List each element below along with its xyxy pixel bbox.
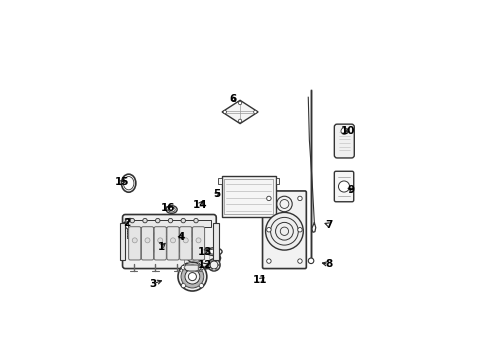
Polygon shape [183, 265, 201, 271]
Circle shape [142, 219, 147, 223]
Circle shape [297, 259, 302, 263]
FancyBboxPatch shape [141, 227, 153, 260]
Circle shape [223, 110, 226, 114]
Circle shape [177, 225, 195, 243]
Bar [128, 220, 210, 227]
FancyBboxPatch shape [128, 227, 141, 260]
FancyBboxPatch shape [192, 227, 204, 260]
Circle shape [170, 238, 175, 243]
Text: 2: 2 [122, 218, 130, 228]
Circle shape [207, 259, 220, 271]
Text: 7: 7 [325, 220, 332, 230]
Circle shape [238, 102, 241, 105]
Polygon shape [221, 176, 275, 217]
Circle shape [151, 227, 182, 257]
Bar [218, 179, 221, 184]
Circle shape [183, 231, 188, 237]
Bar [126, 229, 133, 238]
Circle shape [193, 219, 198, 223]
Circle shape [338, 181, 349, 192]
FancyBboxPatch shape [166, 227, 179, 260]
Text: 3: 3 [149, 279, 156, 289]
Circle shape [266, 259, 270, 263]
Circle shape [178, 262, 206, 291]
Circle shape [132, 238, 137, 243]
Circle shape [181, 219, 185, 223]
Polygon shape [171, 249, 220, 269]
Circle shape [181, 283, 185, 288]
Text: 16: 16 [161, 203, 175, 213]
Circle shape [297, 228, 302, 232]
Text: 1: 1 [158, 242, 164, 252]
Circle shape [238, 119, 241, 122]
Circle shape [265, 212, 303, 250]
Circle shape [161, 237, 172, 248]
Circle shape [253, 110, 257, 114]
Text: 14: 14 [192, 199, 207, 210]
Circle shape [266, 228, 270, 232]
Text: 5: 5 [213, 189, 220, 199]
Polygon shape [222, 100, 258, 123]
Circle shape [183, 238, 188, 243]
Text: 11: 11 [253, 275, 267, 285]
Circle shape [297, 196, 302, 201]
Circle shape [199, 283, 203, 288]
Bar [275, 179, 278, 184]
Text: 15: 15 [115, 177, 129, 187]
FancyBboxPatch shape [179, 227, 191, 260]
Circle shape [130, 219, 134, 223]
FancyBboxPatch shape [122, 215, 216, 269]
Text: 13: 13 [197, 247, 212, 257]
FancyBboxPatch shape [262, 191, 305, 269]
Text: 12: 12 [197, 260, 212, 270]
Circle shape [145, 238, 150, 243]
Circle shape [307, 258, 313, 264]
Circle shape [188, 273, 196, 281]
Circle shape [199, 265, 203, 270]
FancyBboxPatch shape [154, 227, 166, 260]
Circle shape [266, 196, 270, 201]
Text: 8: 8 [325, 260, 332, 269]
Circle shape [340, 128, 347, 134]
Text: 6: 6 [228, 94, 236, 104]
Circle shape [168, 219, 172, 223]
FancyBboxPatch shape [334, 171, 353, 202]
Ellipse shape [205, 248, 222, 256]
Text: 10: 10 [340, 126, 355, 135]
Circle shape [196, 238, 201, 243]
Circle shape [181, 265, 185, 270]
FancyBboxPatch shape [334, 124, 354, 158]
Polygon shape [120, 223, 125, 260]
Ellipse shape [121, 174, 136, 192]
Circle shape [124, 219, 135, 229]
Circle shape [158, 238, 163, 243]
Ellipse shape [166, 206, 177, 213]
Text: 4: 4 [177, 232, 184, 242]
Circle shape [155, 219, 160, 223]
Text: 9: 9 [346, 185, 354, 194]
Polygon shape [213, 223, 219, 260]
